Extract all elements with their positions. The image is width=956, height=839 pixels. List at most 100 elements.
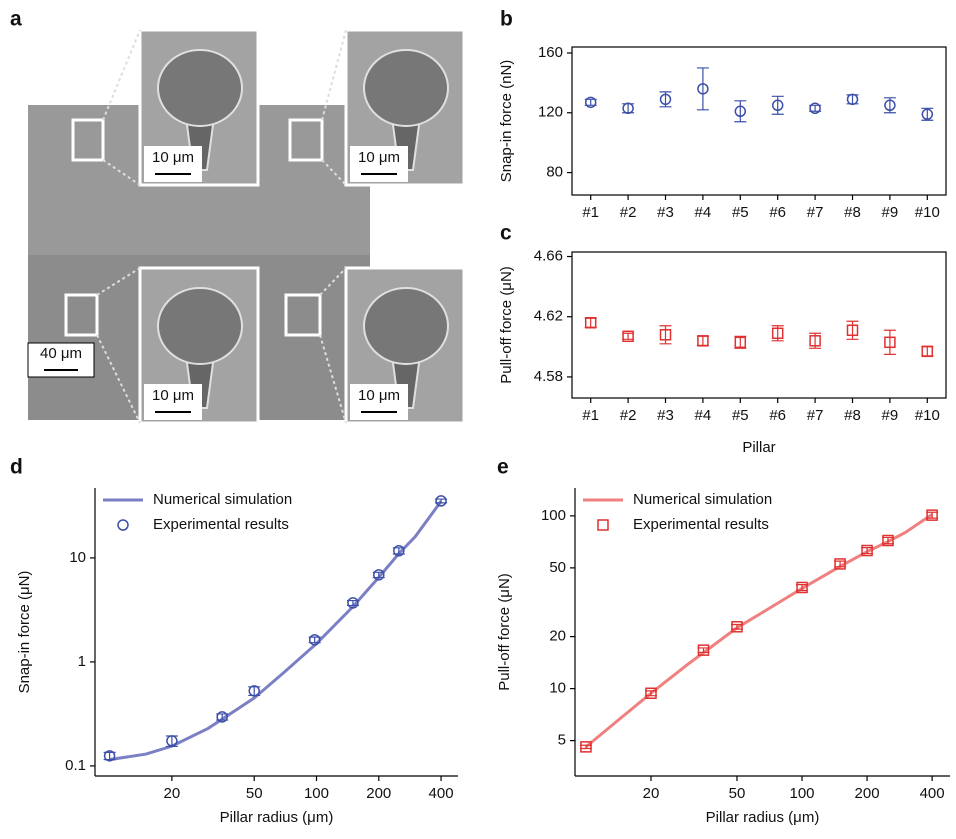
y-tick-label: 120 [538,104,563,121]
panel-label: a [10,8,22,31]
x-tick-label: #6 [769,204,786,221]
x-tick-label: #10 [915,407,940,424]
error-bar [696,67,709,111]
marker [659,329,672,341]
legend-swatch [117,519,129,531]
y-axis-label: Snap-in force (μN) [16,571,33,694]
marker [622,102,634,115]
x-tick-label: #4 [695,407,712,424]
x-tick-label: #8 [844,407,861,424]
marker [921,108,934,121]
marker [771,327,784,340]
x-tick-label: 20 [643,785,660,802]
marker [734,105,747,118]
y-tick-label: 160 [538,44,563,61]
simulation-line [584,513,933,749]
error-bar [921,346,934,357]
y-tick-label: 4.62 [534,308,563,325]
x-tick-label: #1 [582,204,599,221]
y-tick-label: 50 [549,559,566,576]
error-bar [834,560,847,568]
x-tick-label: 20 [164,785,181,802]
y-tick-label: 4.66 [534,247,563,264]
scale-label: 10 μm [358,149,400,166]
marker [580,741,592,753]
scale-label: 10 μm [152,149,194,166]
marker [861,544,873,557]
legend-label: Numerical simulation [153,491,292,508]
marker [884,99,896,112]
y-tick-label: 1 [78,653,86,670]
marker [659,93,672,106]
marker [731,621,743,633]
error-bar [659,325,672,345]
error-bar [771,95,784,115]
legend-swatch [597,519,609,531]
x-tick-label: 200 [366,785,391,802]
error-bar [921,107,934,121]
marker [347,597,359,609]
x-tick-label: #7 [807,204,824,221]
marker [809,335,821,347]
scale-label: 40 μm [40,345,82,362]
marker [809,102,821,115]
y-tick-label: 0.1 [65,757,86,774]
error-bar [697,647,710,654]
error-bar [734,335,747,349]
y-axis-label: Pull-off force (μN) [498,266,515,384]
marker [308,634,321,646]
x-tick-label: #5 [732,407,749,424]
panel-label: e [497,456,509,479]
error-bar [644,690,657,697]
y-tick-label: 20 [549,628,566,645]
marker [166,735,178,747]
marker [216,711,228,723]
x-tick-label: #5 [732,204,749,221]
marker [921,345,934,358]
x-tick-label: #3 [657,407,674,424]
x-tick-label: #7 [807,407,824,424]
panel-label: b [500,8,513,31]
y-tick-label: 80 [546,164,563,181]
x-tick-label: #9 [882,204,899,221]
error-bar [796,584,809,592]
marker [435,495,447,507]
x-tick-label: 100 [790,785,815,802]
x-tick-label: 50 [246,785,263,802]
marker [584,316,597,329]
legend-label: Experimental results [153,516,289,533]
y-tick-label: 10 [69,549,86,566]
plot-frame [571,251,947,399]
marker [248,685,260,697]
error-bar [696,335,709,346]
pillar-boxes [64,118,324,337]
marker [622,330,634,343]
marker [884,336,896,349]
x-tick-label: 50 [729,785,746,802]
x-tick-label: #9 [882,407,899,424]
x-axis-label: Pillar radius (μm) [220,809,334,826]
marker [697,644,710,656]
marker [846,324,859,337]
y-axis-label: Pull-off force (μN) [496,573,513,691]
error-bar [734,100,747,123]
x-axis-label: Pillar radius (μm) [706,809,820,826]
scale-bars: 10 μm 10 μm 10 μm 10 μm 40 μm [27,146,408,420]
marker [882,534,894,547]
y-tick-label: 4.58 [534,368,563,385]
x-tick-label: #2 [620,204,637,221]
marker [103,750,116,762]
x-tick-label: #6 [769,407,786,424]
x-tick-label: #4 [695,204,712,221]
marker [584,96,597,109]
x-tick-label: #10 [915,204,940,221]
marker [393,545,405,557]
x-tick-label: #1 [582,407,599,424]
error-bar [622,332,635,340]
y-tick-label: 100 [541,507,566,524]
marker [697,335,709,347]
x-tick-label: #3 [657,204,674,221]
plot-frame [571,46,947,196]
x-tick-label: 400 [920,785,945,802]
marker [926,509,938,521]
